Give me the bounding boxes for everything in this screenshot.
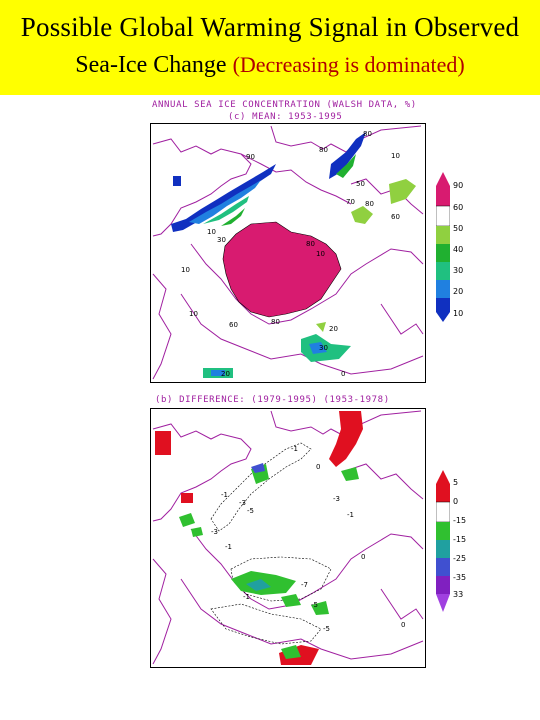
bottom-map: -1 -3 -5 -1 0 -3 -1 -7 -5 -1 0 -3 -1 -5 … (150, 408, 426, 668)
top-contour-label: 20 (329, 325, 338, 333)
top-contour-label: 60 (229, 321, 238, 329)
bottom-coastlines (152, 410, 424, 665)
top-contour-label: 90 (246, 153, 255, 161)
bottom-contour-label: -3 (239, 499, 246, 507)
top-colorbar-label: 30 (453, 266, 464, 275)
top-contour-label: 80 (363, 130, 372, 138)
top-map-header-2: (c) MEAN: 1953-1995 (228, 112, 343, 122)
bottom-contour-label: -5 (247, 507, 254, 515)
top-contour-label: 70 (346, 198, 355, 206)
bottom-colorbar-label: 5 (453, 478, 459, 487)
bottom-contour-label: 0 (316, 463, 320, 471)
top-contour-labels: 90 80 10 80 80 60 10 30 80 10 20 30 60 8… (181, 130, 400, 378)
bottom-map-header-1: (b) DIFFERENCE: (1979-1995) (1953-1978) (155, 395, 390, 405)
top-coastlines (152, 125, 424, 380)
top-map-svg: 90 80 10 80 80 60 10 30 80 10 20 30 60 8… (152, 125, 424, 380)
bottom-colorbar-label: 33 (453, 590, 464, 599)
bottom-colorbar-label: -15 (453, 516, 467, 525)
bottom-contour-label: -5 (311, 601, 318, 609)
top-map: 90 80 10 80 80 60 10 30 80 10 20 30 60 8… (150, 123, 426, 383)
bottom-map-svg: -1 -3 -5 -1 0 -3 -1 -7 -5 -1 0 -3 -1 -5 … (152, 410, 424, 665)
top-contour-label: 80 (271, 318, 280, 326)
bottom-colorbar-label: -35 (453, 573, 467, 582)
top-contour-label: 0 (341, 370, 345, 378)
bottom-contour-label: -5 (323, 625, 330, 633)
bottom-contour-label: -3 (333, 495, 340, 503)
top-colorbar (435, 172, 451, 322)
top-contour-label: 10 (207, 228, 216, 236)
bottom-contour-label: -1 (243, 593, 250, 601)
top-colorbar-label: 90 (453, 181, 464, 190)
top-colorbar-label: 20 (453, 287, 464, 296)
top-contour-label: 30 (319, 344, 328, 352)
title-accent: (Decreasing is dominated) (232, 52, 465, 77)
bottom-colorbar-label: 0 (453, 497, 459, 506)
bottom-contour-label: 0 (401, 621, 405, 629)
bottom-contour-label: -1 (221, 491, 228, 499)
title-line-2: Sea-Ice Change (Decreasing is dominated) (0, 52, 540, 79)
title-line-1: Possible Global Warming Signal in Observ… (20, 12, 520, 42)
top-contour-label: 10 (181, 266, 190, 274)
bottom-contour-label: 0 (361, 553, 365, 561)
top-contour-label: 30 (217, 236, 226, 244)
top-colorbar-label: 50 (453, 224, 464, 233)
top-contour-label: 80 (306, 240, 315, 248)
top-contour-label: 10 (189, 310, 198, 318)
bottom-colorbar-label: -25 (453, 554, 467, 563)
top-map-header-1: ANNUAL SEA ICE CONCENTRATION (WALSH DATA… (152, 100, 417, 110)
bottom-colorbar-label: -15 (453, 535, 467, 544)
title-main: Sea-Ice Change (75, 52, 227, 78)
top-contour-label: 80 (319, 146, 328, 154)
title-band: Possible Global Warming Signal in Observ… (0, 0, 540, 95)
bottom-contour-label: -1 (291, 445, 298, 453)
top-central-ice (222, 221, 342, 318)
bottom-contour-label: -1 (225, 543, 232, 551)
top-contour-label: 10 (391, 152, 400, 160)
bottom-contour-label: -7 (301, 581, 308, 589)
top-contour-label: 20 (221, 370, 230, 378)
top-colorbar-label: 40 (453, 245, 464, 254)
top-colorbar-label: 10 (453, 309, 464, 318)
top-contour-label: 60 (391, 213, 400, 221)
top-contour-label: 10 (316, 250, 325, 258)
bottom-contour-label: -3 (211, 528, 218, 536)
top-contour-label: 80 (365, 200, 374, 208)
top-contour-label: 50 (356, 180, 365, 188)
bottom-colorbar (435, 470, 451, 612)
top-colorbar-label: 60 (453, 203, 464, 212)
bottom-contour-labels: -1 -3 -5 -1 0 -3 -1 -7 -5 -1 0 -3 -1 -5 … (211, 445, 405, 633)
bottom-contour-label: -1 (347, 511, 354, 519)
